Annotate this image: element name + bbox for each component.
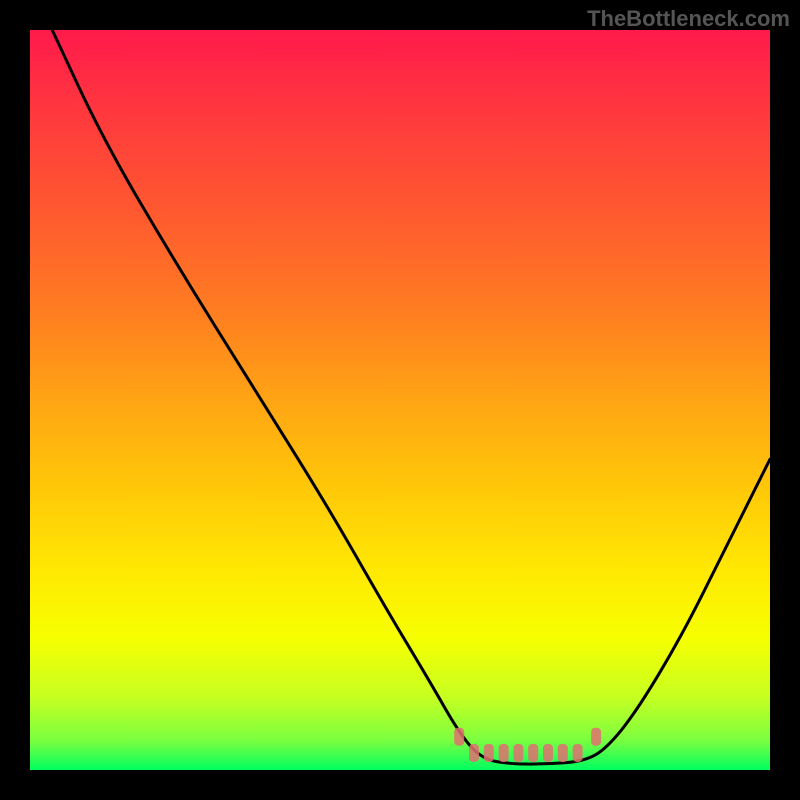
bottleneck-curve — [52, 30, 770, 764]
chart-plot-area — [30, 30, 770, 770]
optimal-marker — [469, 744, 479, 762]
optimal-marker — [543, 744, 553, 762]
optimal-marker — [528, 744, 538, 762]
optimal-marker — [484, 744, 494, 762]
optimal-range-markers — [454, 728, 601, 762]
watermark-text: TheBottleneck.com — [587, 6, 790, 32]
optimal-marker — [513, 744, 523, 762]
optimal-marker — [454, 728, 464, 746]
optimal-marker — [558, 744, 568, 762]
optimal-marker — [499, 744, 509, 762]
bottleneck-curve-layer — [30, 30, 770, 770]
optimal-marker — [591, 728, 601, 746]
optimal-marker — [573, 744, 583, 762]
